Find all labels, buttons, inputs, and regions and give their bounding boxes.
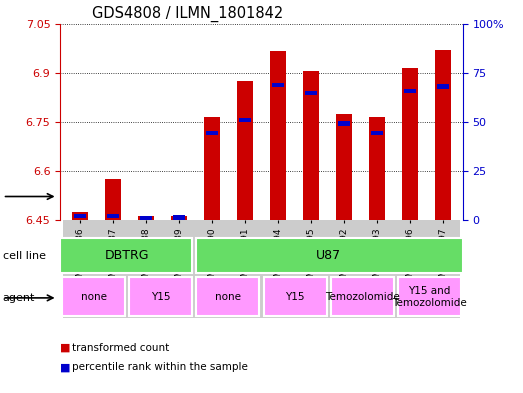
Text: U87: U87 (316, 249, 341, 262)
Bar (206, 131, 218, 136)
Text: none: none (215, 292, 241, 302)
Text: agent: agent (3, 293, 35, 303)
Bar (294, 220, 327, 318)
Bar (197, 277, 259, 316)
Bar (371, 131, 383, 136)
Bar (393, 220, 427, 318)
Bar (305, 91, 317, 95)
Bar (360, 220, 393, 318)
Bar (197, 238, 463, 273)
Bar (427, 220, 460, 318)
Bar (107, 214, 119, 218)
Text: Y15: Y15 (151, 292, 170, 302)
Bar (239, 118, 251, 122)
Bar (130, 220, 163, 318)
Text: Y15: Y15 (286, 292, 305, 302)
Text: cell line: cell line (3, 251, 46, 261)
Bar (196, 220, 229, 318)
Bar (63, 220, 96, 318)
Bar (404, 88, 416, 93)
Text: GDS4808 / ILMN_1801842: GDS4808 / ILMN_1801842 (93, 6, 283, 22)
Bar (173, 215, 185, 220)
Bar (96, 220, 130, 318)
Bar (338, 121, 350, 126)
Bar (163, 220, 196, 318)
Bar (435, 50, 451, 220)
Bar (170, 216, 187, 220)
Text: Y15 and
Temozolomide: Y15 and Temozolomide (392, 286, 467, 307)
Bar (138, 216, 154, 220)
Bar (129, 277, 192, 316)
Bar (402, 68, 418, 220)
Bar (60, 238, 192, 273)
Bar (264, 277, 326, 316)
Text: DBTRG: DBTRG (105, 249, 150, 262)
Bar (262, 220, 294, 318)
Bar (327, 220, 360, 318)
Bar (237, 81, 253, 220)
Bar (272, 83, 284, 87)
Text: ■: ■ (60, 362, 71, 373)
Bar (204, 117, 220, 220)
Bar (369, 117, 385, 220)
Bar (270, 51, 286, 220)
Text: Temozolomide: Temozolomide (325, 292, 400, 302)
Bar (140, 216, 152, 220)
Text: ■: ■ (60, 343, 71, 353)
Bar (336, 114, 353, 220)
Bar (62, 277, 125, 316)
Bar (105, 179, 121, 220)
Bar (229, 220, 262, 318)
Text: none: none (81, 292, 107, 302)
Bar (437, 84, 449, 88)
Bar (398, 277, 461, 316)
Text: percentile rank within the sample: percentile rank within the sample (72, 362, 247, 373)
Bar (331, 277, 394, 316)
Bar (72, 212, 88, 220)
Bar (74, 214, 86, 218)
Text: transformed count: transformed count (72, 343, 169, 353)
Bar (303, 71, 319, 220)
